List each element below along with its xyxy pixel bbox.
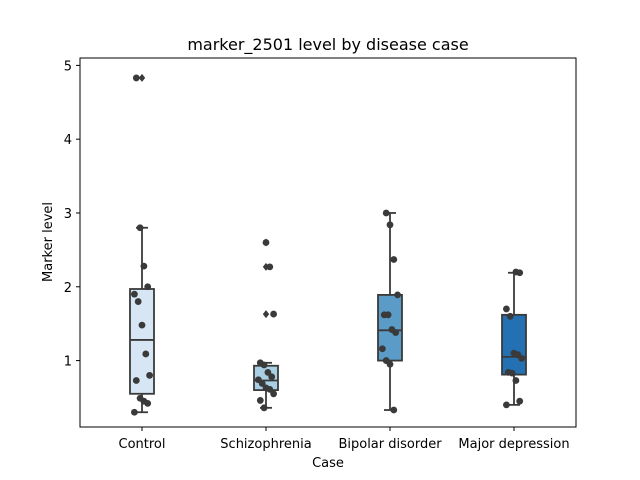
data-point <box>394 291 401 299</box>
x-axis-label: Case <box>312 456 344 471</box>
data-point <box>138 321 146 329</box>
data-point <box>382 209 390 217</box>
plot-area <box>129 73 527 416</box>
data-point <box>132 74 140 82</box>
outlier-marker <box>262 310 270 319</box>
data-point <box>510 349 518 357</box>
data-point <box>512 377 520 384</box>
data-point <box>268 373 276 381</box>
data-point <box>146 371 154 379</box>
x-tick-label: Schizophrenia <box>220 437 311 452</box>
data-point <box>255 376 262 384</box>
x-tick-label: Major depression <box>458 437 569 452</box>
data-point <box>504 368 512 376</box>
y-tick-label: 4 <box>64 133 72 148</box>
data-point <box>512 268 520 276</box>
data-point <box>144 283 152 291</box>
data-point <box>256 359 264 367</box>
y-tick-label: 1 <box>64 355 72 370</box>
data-point <box>131 408 138 416</box>
data-point <box>131 290 138 298</box>
chart-title: marker_2501 level by disease case <box>187 35 468 55</box>
box-group-3 <box>377 212 403 411</box>
data-point <box>503 401 510 409</box>
data-point <box>516 397 524 405</box>
data-point <box>266 263 274 271</box>
data-point <box>388 326 396 333</box>
plot-frame <box>79 57 577 428</box>
x-tick-label: Bipolar disorder <box>338 437 442 452</box>
x-tick-label: Control <box>119 437 166 452</box>
data-point <box>390 406 398 414</box>
y-tick-label: 2 <box>64 281 72 296</box>
box-iqr <box>501 313 527 376</box>
data-point <box>142 350 150 358</box>
data-point <box>270 390 277 398</box>
data-point <box>134 298 142 305</box>
data-point <box>379 345 386 353</box>
y-axis-label: Marker level <box>41 202 56 282</box>
data-point <box>264 368 272 376</box>
data-point <box>262 384 270 392</box>
data-point <box>270 310 277 318</box>
data-point <box>382 357 390 364</box>
data-point <box>390 256 398 263</box>
data-point <box>503 305 510 313</box>
data-point <box>380 311 388 319</box>
box-group-4 <box>501 271 527 406</box>
data-point <box>136 394 144 402</box>
data-point <box>256 397 264 404</box>
data-point <box>386 221 394 229</box>
y-tick-label: 3 <box>64 207 72 222</box>
data-point <box>136 224 144 232</box>
data-point <box>262 239 270 246</box>
data-point <box>260 404 268 412</box>
data-point <box>506 312 514 320</box>
data-point <box>132 377 140 384</box>
y-tick-label: 5 <box>64 59 72 74</box>
axes: 1 2 3 4 5 Control Schizophrenia Bipolar disorde… <box>64 57 577 452</box>
data-point <box>140 262 148 270</box>
box-group-1 <box>129 73 155 414</box>
outlier-marker <box>138 73 146 82</box>
